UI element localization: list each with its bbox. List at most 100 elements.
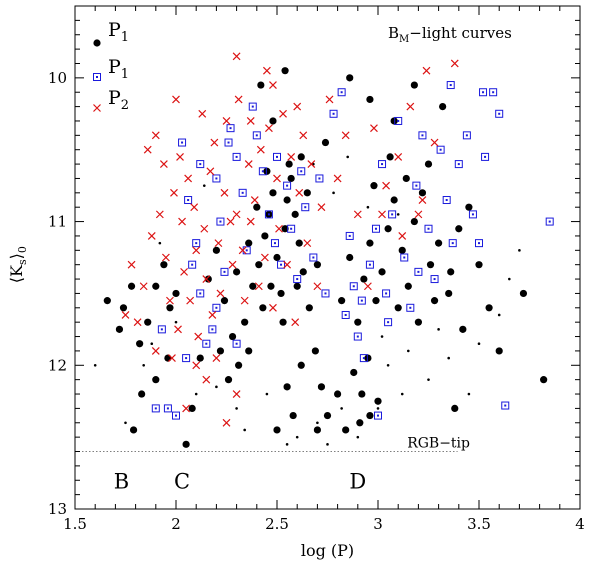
- data-point-p1-square: [182, 354, 191, 363]
- data-point-p1-circle: [305, 304, 313, 312]
- data-point-p1-circle: [228, 332, 237, 341]
- data-point-p1-circle: [360, 275, 368, 283]
- square-center: [273, 242, 276, 245]
- square-center: [352, 285, 355, 288]
- data-point-p1-square: [414, 267, 423, 276]
- data-point-p2-cross: [422, 66, 431, 75]
- square-center: [296, 278, 299, 281]
- square-center: [235, 155, 238, 158]
- data-point-p2-cross: [287, 152, 296, 161]
- data-point-p1-square: [163, 404, 172, 413]
- data-point-p2-cross: [398, 232, 407, 240]
- reference-line-group: RGB−tip: [75, 436, 470, 452]
- square-outline: [182, 354, 191, 363]
- square-outline: [224, 138, 233, 147]
- data-point-p1-circle: [220, 297, 229, 305]
- square-outline: [151, 404, 160, 413]
- square-outline: [293, 275, 302, 284]
- data-point-p2-cross: [198, 109, 207, 118]
- square-outline: [357, 296, 366, 305]
- data-point-p1-square: [446, 81, 455, 90]
- data-point-p1-square: [196, 160, 205, 169]
- data-point-small-dot: [316, 421, 319, 425]
- square-outline: [424, 224, 433, 233]
- data-point-p1-square: [382, 289, 391, 298]
- square-center: [498, 112, 501, 115]
- square-center: [96, 76, 98, 78]
- data-point-p1-circle: [386, 153, 394, 161]
- square-outline: [479, 88, 488, 97]
- series-cross: [121, 52, 459, 427]
- data-point-p1-circle: [346, 253, 354, 262]
- data-point-p1-circle: [144, 318, 152, 326]
- data-point-p2-cross: [170, 188, 178, 197]
- data-point-p1-circle: [303, 189, 311, 197]
- square-center: [318, 177, 321, 180]
- data-point-p2-cross: [178, 217, 186, 226]
- square-outline: [163, 404, 172, 413]
- data-point-p1-circle: [374, 397, 382, 405]
- data-point-p1-square: [388, 210, 397, 219]
- square-center: [154, 407, 157, 410]
- data-point-small-dot: [467, 392, 471, 396]
- data-point-small-dot: [400, 392, 404, 396]
- legend-label: P1: [108, 19, 129, 45]
- data-point-p1-circle: [285, 160, 293, 168]
- data-point-p1-circle: [356, 419, 364, 427]
- data-point-p1-circle: [313, 426, 321, 434]
- data-point-p2-cross: [382, 181, 391, 190]
- data-point-p1-square: [475, 239, 483, 248]
- data-point-p1-circle: [188, 404, 196, 412]
- data-point-p2-cross: [264, 124, 273, 133]
- data-point-small-dot: [194, 392, 198, 396]
- square-outline: [378, 160, 387, 169]
- data-point-p2-cross: [333, 174, 342, 183]
- square-center: [332, 112, 335, 115]
- data-point-p2-cross: [307, 160, 316, 169]
- data-point-p1-circle: [299, 268, 307, 276]
- square-outline: [345, 231, 354, 240]
- data-point-p1-circle: [342, 426, 350, 434]
- square-outline: [365, 260, 374, 269]
- square-outline: [495, 109, 504, 118]
- square-outline: [157, 325, 166, 334]
- square-center: [397, 119, 400, 122]
- square-center: [223, 270, 226, 273]
- data-point-p2-cross: [295, 188, 304, 197]
- square-center: [195, 242, 198, 245]
- square-outline: [178, 138, 187, 147]
- x-tick-label: 4: [575, 515, 585, 533]
- square-center: [280, 263, 283, 266]
- data-point-p1-square: [378, 160, 387, 169]
- data-point-p1-square: [321, 289, 330, 298]
- square-outline: [384, 318, 393, 327]
- square-center: [478, 242, 480, 245]
- data-point-p1-square: [283, 181, 292, 190]
- data-point-p1-circle: [152, 376, 160, 384]
- data-point-p1-circle: [321, 138, 330, 147]
- data-point-p1-circle: [103, 297, 111, 305]
- square-outline: [400, 253, 409, 262]
- data-point-p1-circle: [283, 383, 291, 391]
- y-tick-label: 11: [48, 213, 67, 231]
- data-point-p2-cross: [325, 95, 334, 104]
- data-point-p1-square: [172, 411, 180, 420]
- data-point-p2-cross: [192, 361, 201, 370]
- square-outline: [248, 102, 257, 111]
- data-point-p1-circle: [295, 239, 303, 247]
- data-point-p1-circle: [313, 261, 321, 269]
- data-point-p2-cross: [212, 354, 221, 363]
- y-axis-label: ⟨Ks⟩0: [7, 246, 29, 283]
- data-point-p1-square: [436, 145, 445, 154]
- y-tick-label: 10: [48, 69, 67, 87]
- data-point-p1-circle: [138, 390, 146, 398]
- square-outline: [232, 339, 241, 348]
- square-center: [548, 220, 551, 223]
- data-point-p1-square: [479, 88, 488, 97]
- square-center: [492, 91, 495, 94]
- square-center: [381, 163, 384, 166]
- data-point-p1-circle: [358, 390, 366, 398]
- data-point-p2-cross: [180, 267, 189, 276]
- series-filled-circle: [103, 67, 548, 448]
